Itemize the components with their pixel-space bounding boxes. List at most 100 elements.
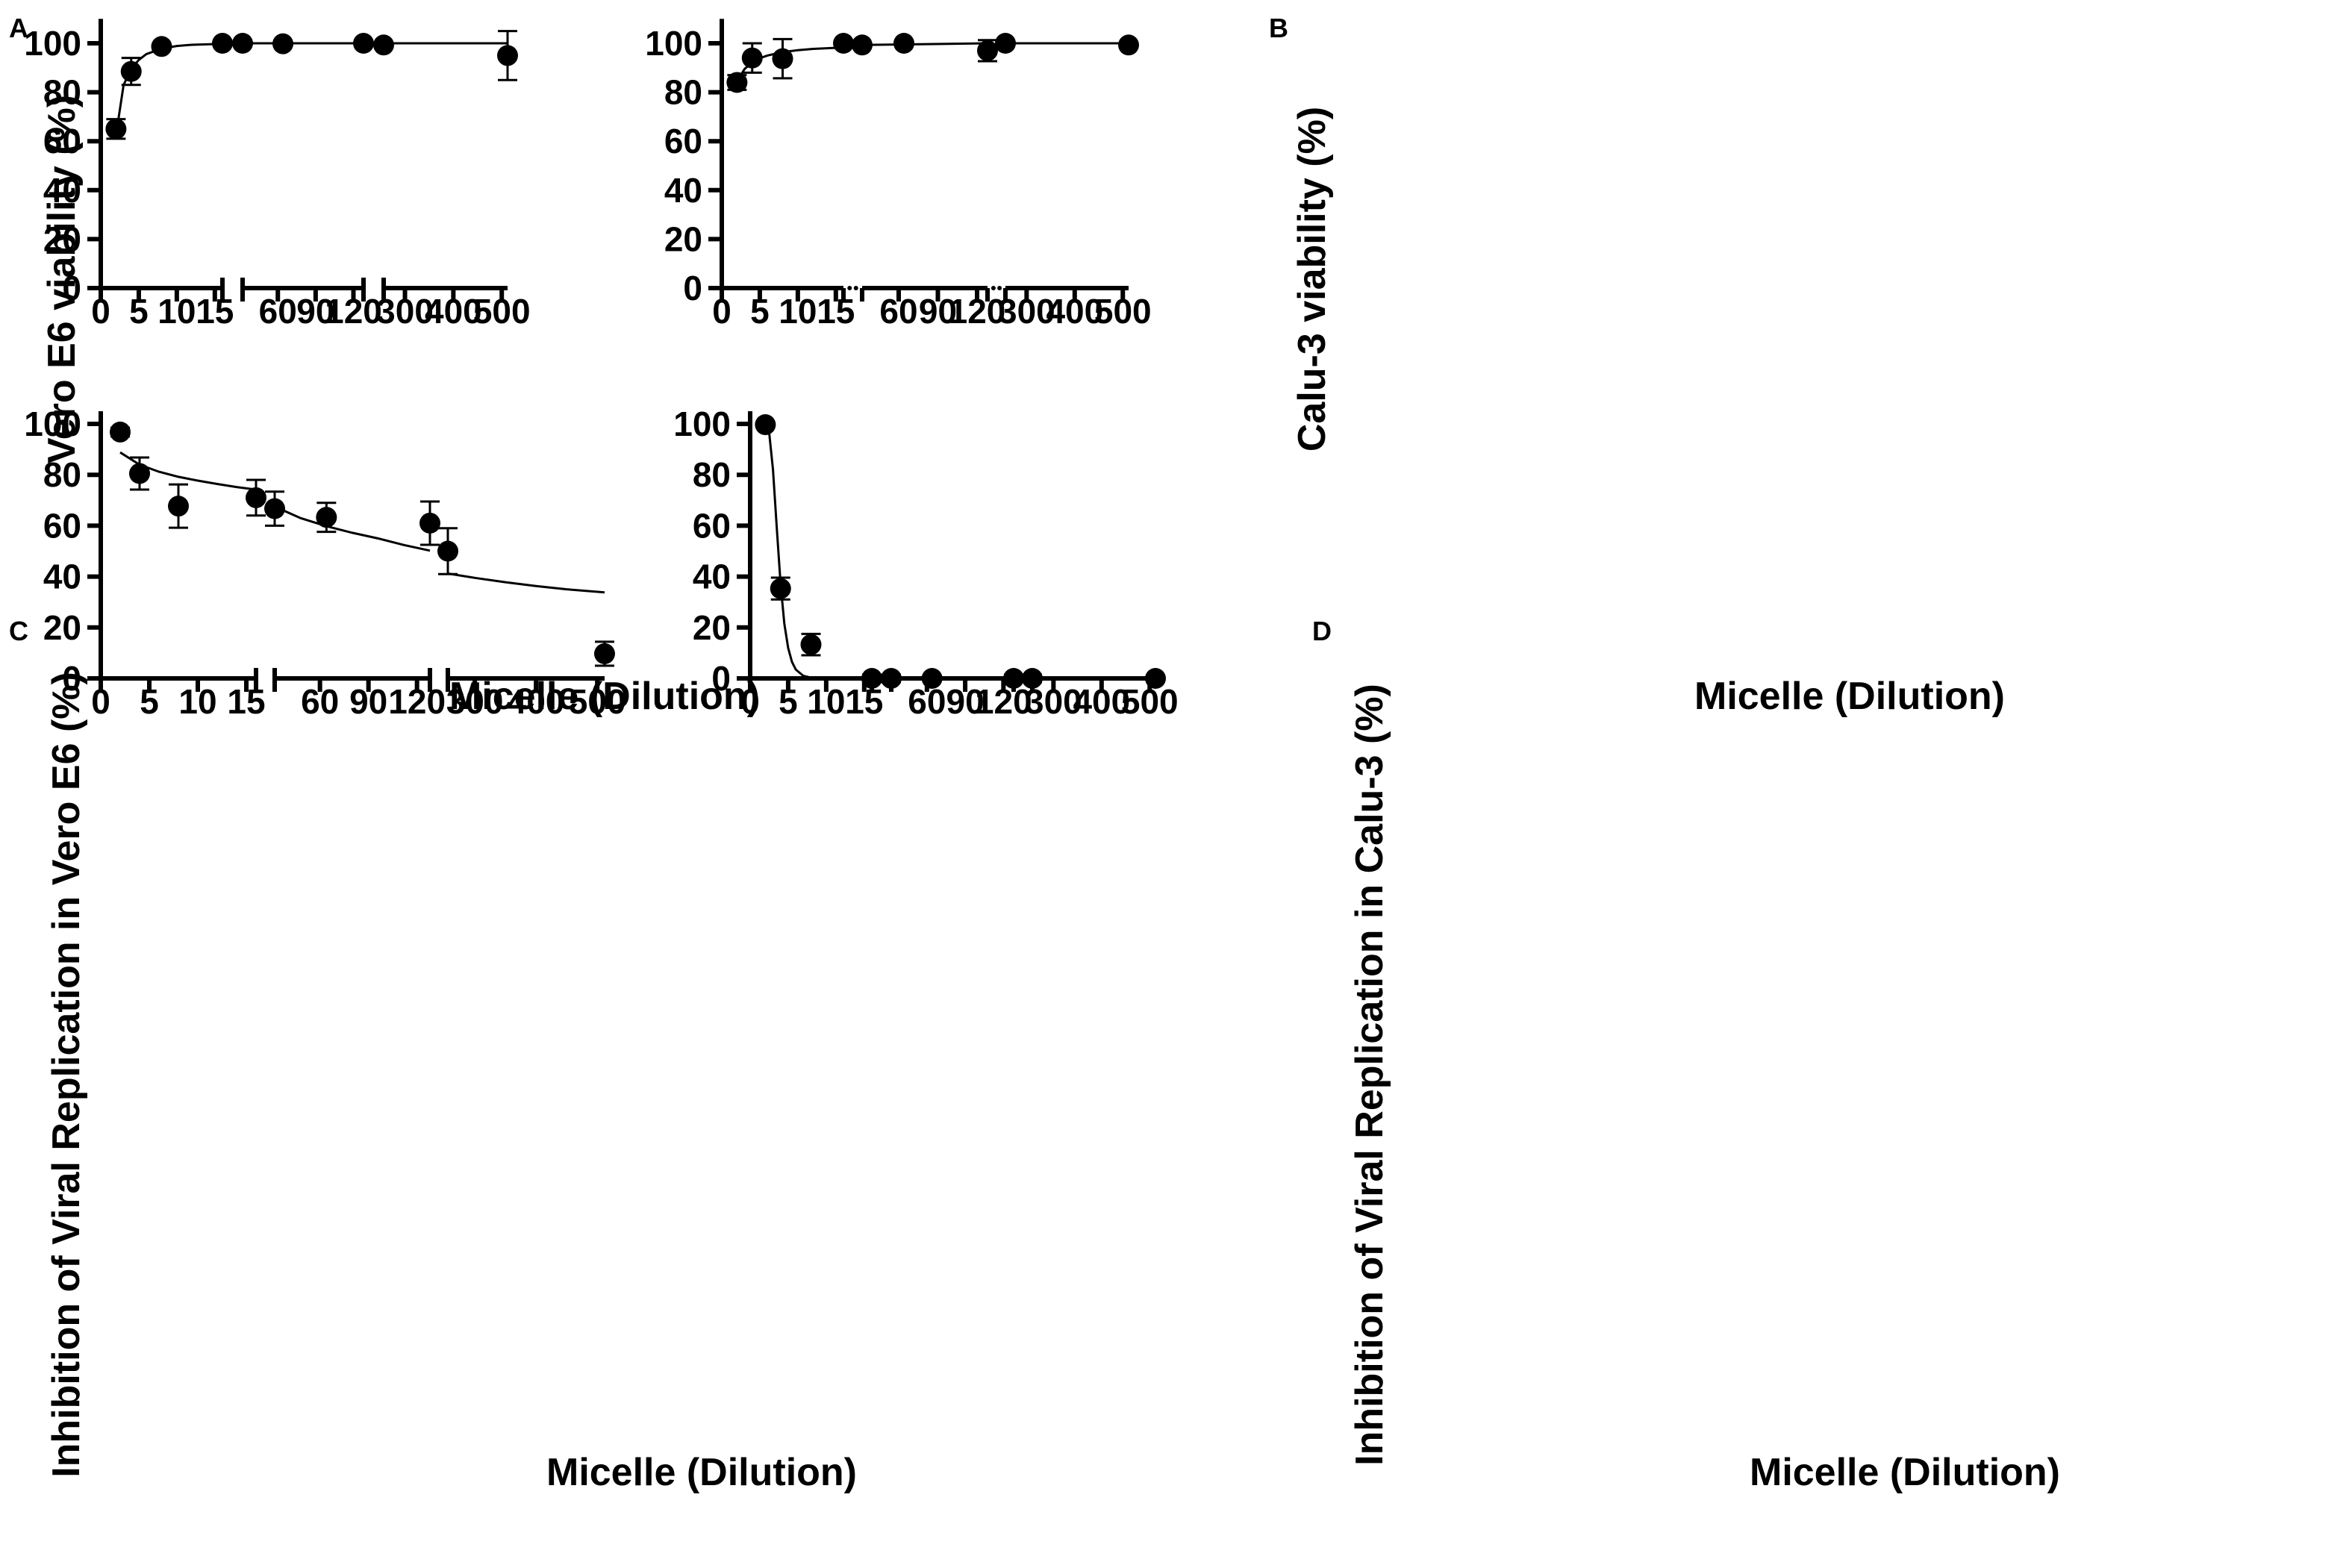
- panel-a-x-tick-label: 90: [296, 292, 334, 331]
- panel-a-data-point: [353, 33, 374, 54]
- panel-b-data-point: [741, 47, 763, 69]
- panel-b-x-tick-label: 90: [919, 292, 957, 331]
- panel-a-data-point: [497, 45, 518, 66]
- panel-a-y-tick-label: 40: [43, 171, 81, 210]
- panel-c-x-tick-label: 300: [446, 682, 504, 721]
- panel-a-x-tick-label: 400: [425, 292, 482, 331]
- panel-a-data-point: [151, 36, 172, 57]
- panel-c-x-tick-label: 10: [178, 682, 216, 721]
- panel-d-x-tick-label: 120: [975, 682, 1032, 721]
- panel-c-x-axis-title: Micelle (Dilution): [546, 1451, 857, 1494]
- panel-c-x-tick-label: 0: [91, 682, 110, 721]
- panel-a-data-point: [212, 33, 233, 54]
- panel-d-x-tick-label: 500: [1121, 682, 1179, 721]
- panel-a-data-point: [120, 60, 142, 82]
- panel-a-y-tick-label: 20: [43, 219, 81, 258]
- panel-b-y-tick-label: 80: [664, 73, 702, 112]
- panel-d-x-tick-label: 10: [807, 682, 845, 721]
- panel-a-data-point: [373, 34, 394, 56]
- panel-d-y-tick-label: 100: [673, 405, 731, 443]
- panel-d-data-point: [1022, 668, 1043, 689]
- panel-b-y-tick-label: 0: [683, 269, 702, 307]
- panel-d-y-tick-label: 0: [711, 659, 731, 698]
- panel-c-x-tick-label: 60: [301, 682, 339, 721]
- panel-c-data-point: [264, 498, 285, 519]
- panel-d-data-point: [881, 668, 902, 689]
- panel-a-y-tick-label: 0: [62, 269, 81, 307]
- panel-c-data-point: [419, 512, 440, 534]
- panel-b-y-axis-title: Calu-3 viability (%): [1291, 107, 1334, 452]
- panel-c-x-tick-label: 90: [349, 682, 387, 721]
- panel-d-x-tick-label: 60: [908, 682, 946, 721]
- panel-a-data-point: [105, 118, 127, 140]
- panel-b-x-tick-label: 10: [779, 292, 817, 331]
- panel-a-x-tick-label: 5: [129, 292, 149, 331]
- panel-d-x-tick-label: 90: [946, 682, 984, 721]
- panel-a-x-axis-title: Micelle (Dilution): [449, 675, 760, 718]
- panel-d-y-tick-label: 80: [693, 455, 731, 494]
- panel-b-data-point: [1118, 34, 1139, 56]
- panel-b-x-tick-label: 0: [712, 292, 731, 331]
- panel-a-letter: A: [9, 13, 28, 43]
- panel-c-fit-curve: [274, 505, 431, 552]
- panel-a-x-tick-label: 60: [259, 292, 297, 331]
- panel-b: B Calu-3 viability (%) Micelle (Dilution…: [645, 13, 2005, 718]
- panel-b-data-point: [772, 48, 793, 69]
- panel-b-x-break-dot: [847, 286, 852, 290]
- panel-d-y-tick-label: 40: [693, 557, 731, 596]
- panel-a-data-point: [232, 33, 253, 54]
- panel-d-x-axis-title: Micelle (Dilution): [1750, 1451, 2060, 1494]
- panel-d-data-point: [861, 668, 882, 689]
- panel-c-data-point: [437, 540, 458, 562]
- panel-b-x-break-dot: [997, 286, 1002, 290]
- panel-c-y-tick-label: 40: [43, 557, 81, 596]
- panel-a-x-tick-label: 0: [91, 292, 110, 331]
- panel-d-data-point: [921, 668, 943, 689]
- panel-d-data-point: [1145, 668, 1166, 689]
- panel-b-x-axis-title: Micelle (Dilution): [1694, 675, 2005, 718]
- panel-b-x-tick-label: 400: [1046, 292, 1103, 331]
- panel-b-letter: B: [1269, 13, 1288, 43]
- panel-b-y-tick-label: 20: [664, 219, 702, 258]
- panel-d-y-tick-label: 60: [693, 506, 731, 545]
- panel-d-data-point: [800, 634, 822, 655]
- panel-c-x-tick-label: 120: [388, 682, 446, 721]
- panel-b-y-tick-label: 100: [645, 24, 702, 63]
- panel-b-x-tick-label: 5: [750, 292, 770, 331]
- panel-b-data-point: [833, 33, 854, 54]
- panel-d-fit-curve: [764, 423, 872, 680]
- panel-d-data-point: [770, 578, 791, 599]
- panel-a-data-point: [272, 33, 293, 54]
- panel-b-fit-curve: [861, 42, 988, 46]
- panel-c-y-tick-label: 80: [43, 455, 81, 494]
- panel-b-x-tick-label: 15: [817, 292, 855, 331]
- panel-c-x-tick-label: 5: [140, 682, 159, 721]
- panel-a-x-tick-label: 300: [376, 292, 434, 331]
- panel-b-x-break-dot: [853, 286, 858, 290]
- panel-a: A Vero E6 viability (%) Micelle (Dilutio…: [9, 13, 760, 718]
- panel-c-y-tick-label: 20: [43, 608, 81, 647]
- panel-c-y-tick-label: 60: [43, 506, 81, 545]
- panel-d-x-tick-label: 0: [740, 682, 760, 721]
- panel-a-y-tick-label: 100: [24, 24, 81, 63]
- panel-b-data-point: [852, 34, 873, 56]
- panel-c-letter: C: [9, 616, 28, 646]
- panel-b-x-break-dot: [991, 286, 996, 290]
- panel-a-y-tick-label: 80: [43, 73, 81, 112]
- panel-b-data-point: [977, 40, 998, 61]
- panel-a-x-tick-label: 500: [473, 292, 531, 331]
- panel-d-letter: D: [1312, 616, 1332, 646]
- panel-c-data-point: [316, 507, 337, 528]
- panel-c-data-point: [594, 643, 615, 664]
- panel-a-y-tick-label: 60: [43, 122, 81, 160]
- panel-d-x-tick-label: 15: [845, 682, 883, 721]
- panel-a-x-tick-label: 10: [157, 292, 196, 331]
- panel-b-x-tick-label: 300: [998, 292, 1055, 331]
- panel-b-data-point: [893, 33, 914, 54]
- panel-d-x-tick-label: 400: [1073, 682, 1130, 721]
- panel-d-y-tick-label: 20: [693, 608, 731, 647]
- panel-b-y-tick-label: 60: [664, 122, 702, 160]
- panel-b-y-tick-label: 40: [664, 171, 702, 210]
- panel-d-data-point: [1003, 668, 1024, 689]
